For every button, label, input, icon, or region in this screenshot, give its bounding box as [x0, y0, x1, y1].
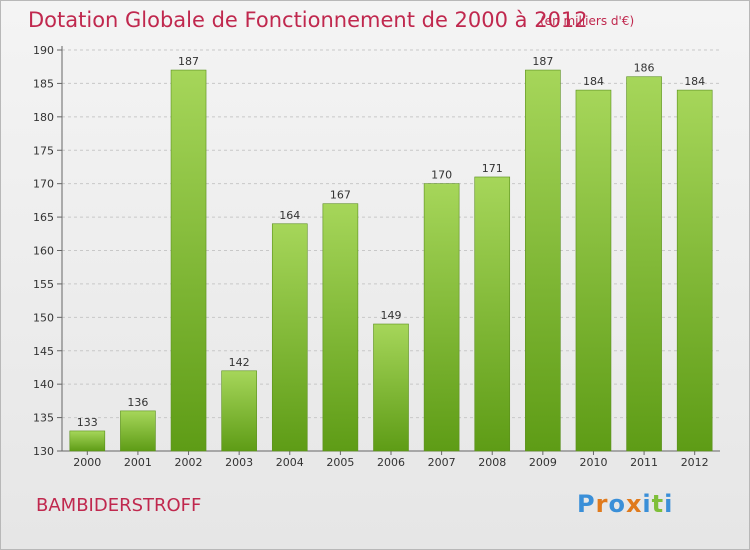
bar-2005: [322, 203, 359, 452]
logo-letter: o: [608, 490, 626, 518]
x-tick-label-2003: 2003: [225, 456, 253, 469]
logo-letter: i: [642, 490, 652, 518]
x-tick-label-2007: 2007: [428, 456, 456, 469]
y-tick-label: 155: [33, 278, 54, 291]
chart-subtitle: (en milliers d'€): [540, 14, 635, 28]
bar-2008: [474, 176, 511, 452]
y-tick-label: 135: [33, 412, 54, 425]
data-label-2011: 186: [634, 62, 655, 75]
y-tick-label: 145: [33, 345, 54, 358]
data-label-2010: 184: [583, 75, 604, 88]
data-label-2002: 187: [178, 55, 199, 68]
x-tick-label-2006: 2006: [377, 456, 405, 469]
data-label-2009: 187: [532, 55, 553, 68]
data-label-2004: 164: [279, 209, 300, 222]
y-tick-label: 150: [33, 311, 54, 324]
bar-2009: [525, 69, 561, 452]
y-tick-label: 185: [33, 77, 54, 90]
labels: 130 135 140 145 150 155 160 165 170 175 180 185 190 1…: [33, 44, 709, 469]
data-label-2007: 170: [431, 169, 452, 182]
data-label-2005: 167: [330, 189, 351, 202]
bar-2004: [271, 223, 308, 452]
logo-letter: i: [664, 490, 674, 518]
bar-2001: [120, 410, 156, 452]
data-label-2006: 149: [381, 309, 402, 322]
y-tick-label: 160: [33, 245, 54, 258]
x-tick-label-2002: 2002: [175, 456, 203, 469]
bars: [69, 69, 713, 452]
proxiti-logo: Proxiti: [577, 490, 673, 518]
logo-letter: x: [625, 490, 643, 518]
bar-2006: [373, 323, 409, 452]
y-tick-label: 130: [33, 445, 54, 458]
x-tick-label-2011: 2011: [630, 456, 658, 469]
data-label-2008: 171: [482, 162, 503, 175]
commune-name: BAMBIDERSTROFF: [36, 495, 202, 516]
x-tick-label-2012: 2012: [681, 456, 709, 469]
data-label-2001: 136: [127, 396, 148, 409]
x-tick-label-2005: 2005: [326, 456, 354, 469]
x-tick-label-2010: 2010: [579, 456, 607, 469]
y-tick-label: 170: [33, 178, 54, 191]
chart-title: Dotation Globale de Fonctionnement de 20…: [28, 8, 588, 32]
y-tick-label: 165: [33, 211, 54, 224]
bar-2011: [626, 76, 662, 452]
y-tick-label: 175: [33, 144, 54, 157]
logo-letter: r: [595, 490, 609, 518]
x-tick-label-2009: 2009: [529, 456, 557, 469]
data-label-2012: 184: [684, 75, 705, 88]
y-tick-label: 190: [33, 44, 54, 57]
x-tick-label-2004: 2004: [276, 456, 304, 469]
bar-2010: [575, 89, 612, 452]
data-label-2000: 133: [77, 416, 98, 429]
y-tick-label: 180: [33, 111, 54, 124]
bar-2000: [69, 430, 106, 452]
x-tick-label-2008: 2008: [478, 456, 506, 469]
bar-2012: [676, 89, 713, 452]
logo-letter: t: [651, 490, 665, 518]
bar-2002: [170, 69, 207, 452]
data-label-2003: 142: [229, 356, 250, 369]
x-tick-label-2000: 2000: [73, 456, 101, 469]
y-tick-label: 140: [33, 378, 54, 391]
logo-letter: P: [577, 490, 596, 518]
bar-2007: [423, 183, 460, 452]
x-tick-label-2001: 2001: [124, 456, 152, 469]
bar-2003: [221, 370, 257, 452]
